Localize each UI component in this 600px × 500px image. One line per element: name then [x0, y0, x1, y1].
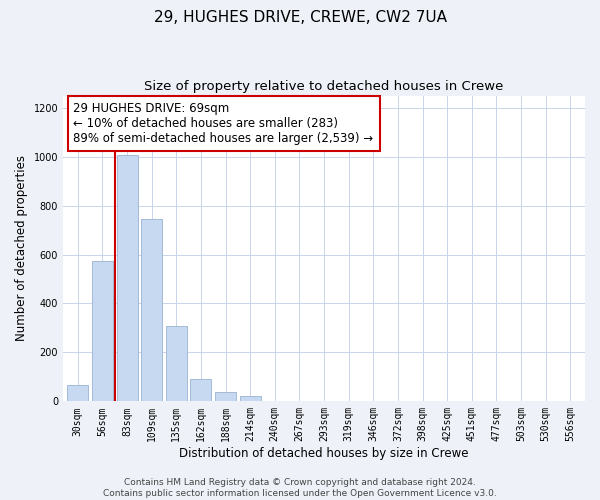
Bar [67, 385, 88, 402]
Text: Contains HM Land Registry data © Crown copyright and database right 2024.
Contai: Contains HM Land Registry data © Crown c… [103, 478, 497, 498]
Bar [190, 378, 211, 402]
Bar [215, 392, 236, 402]
Bar [166, 326, 187, 402]
Title: Size of property relative to detached houses in Crewe: Size of property relative to detached ho… [145, 80, 504, 93]
Bar [239, 396, 260, 402]
Text: 29, HUGHES DRIVE, CREWE, CW2 7UA: 29, HUGHES DRIVE, CREWE, CW2 7UA [154, 10, 446, 25]
Text: 29 HUGHES DRIVE: 69sqm
← 10% of detached houses are smaller (283)
89% of semi-de: 29 HUGHES DRIVE: 69sqm ← 10% of detached… [73, 102, 374, 144]
X-axis label: Distribution of detached houses by size in Crewe: Distribution of detached houses by size … [179, 447, 469, 460]
Bar [141, 219, 162, 402]
Bar [116, 156, 137, 402]
Bar [92, 260, 113, 402]
Y-axis label: Number of detached properties: Number of detached properties [15, 156, 28, 342]
